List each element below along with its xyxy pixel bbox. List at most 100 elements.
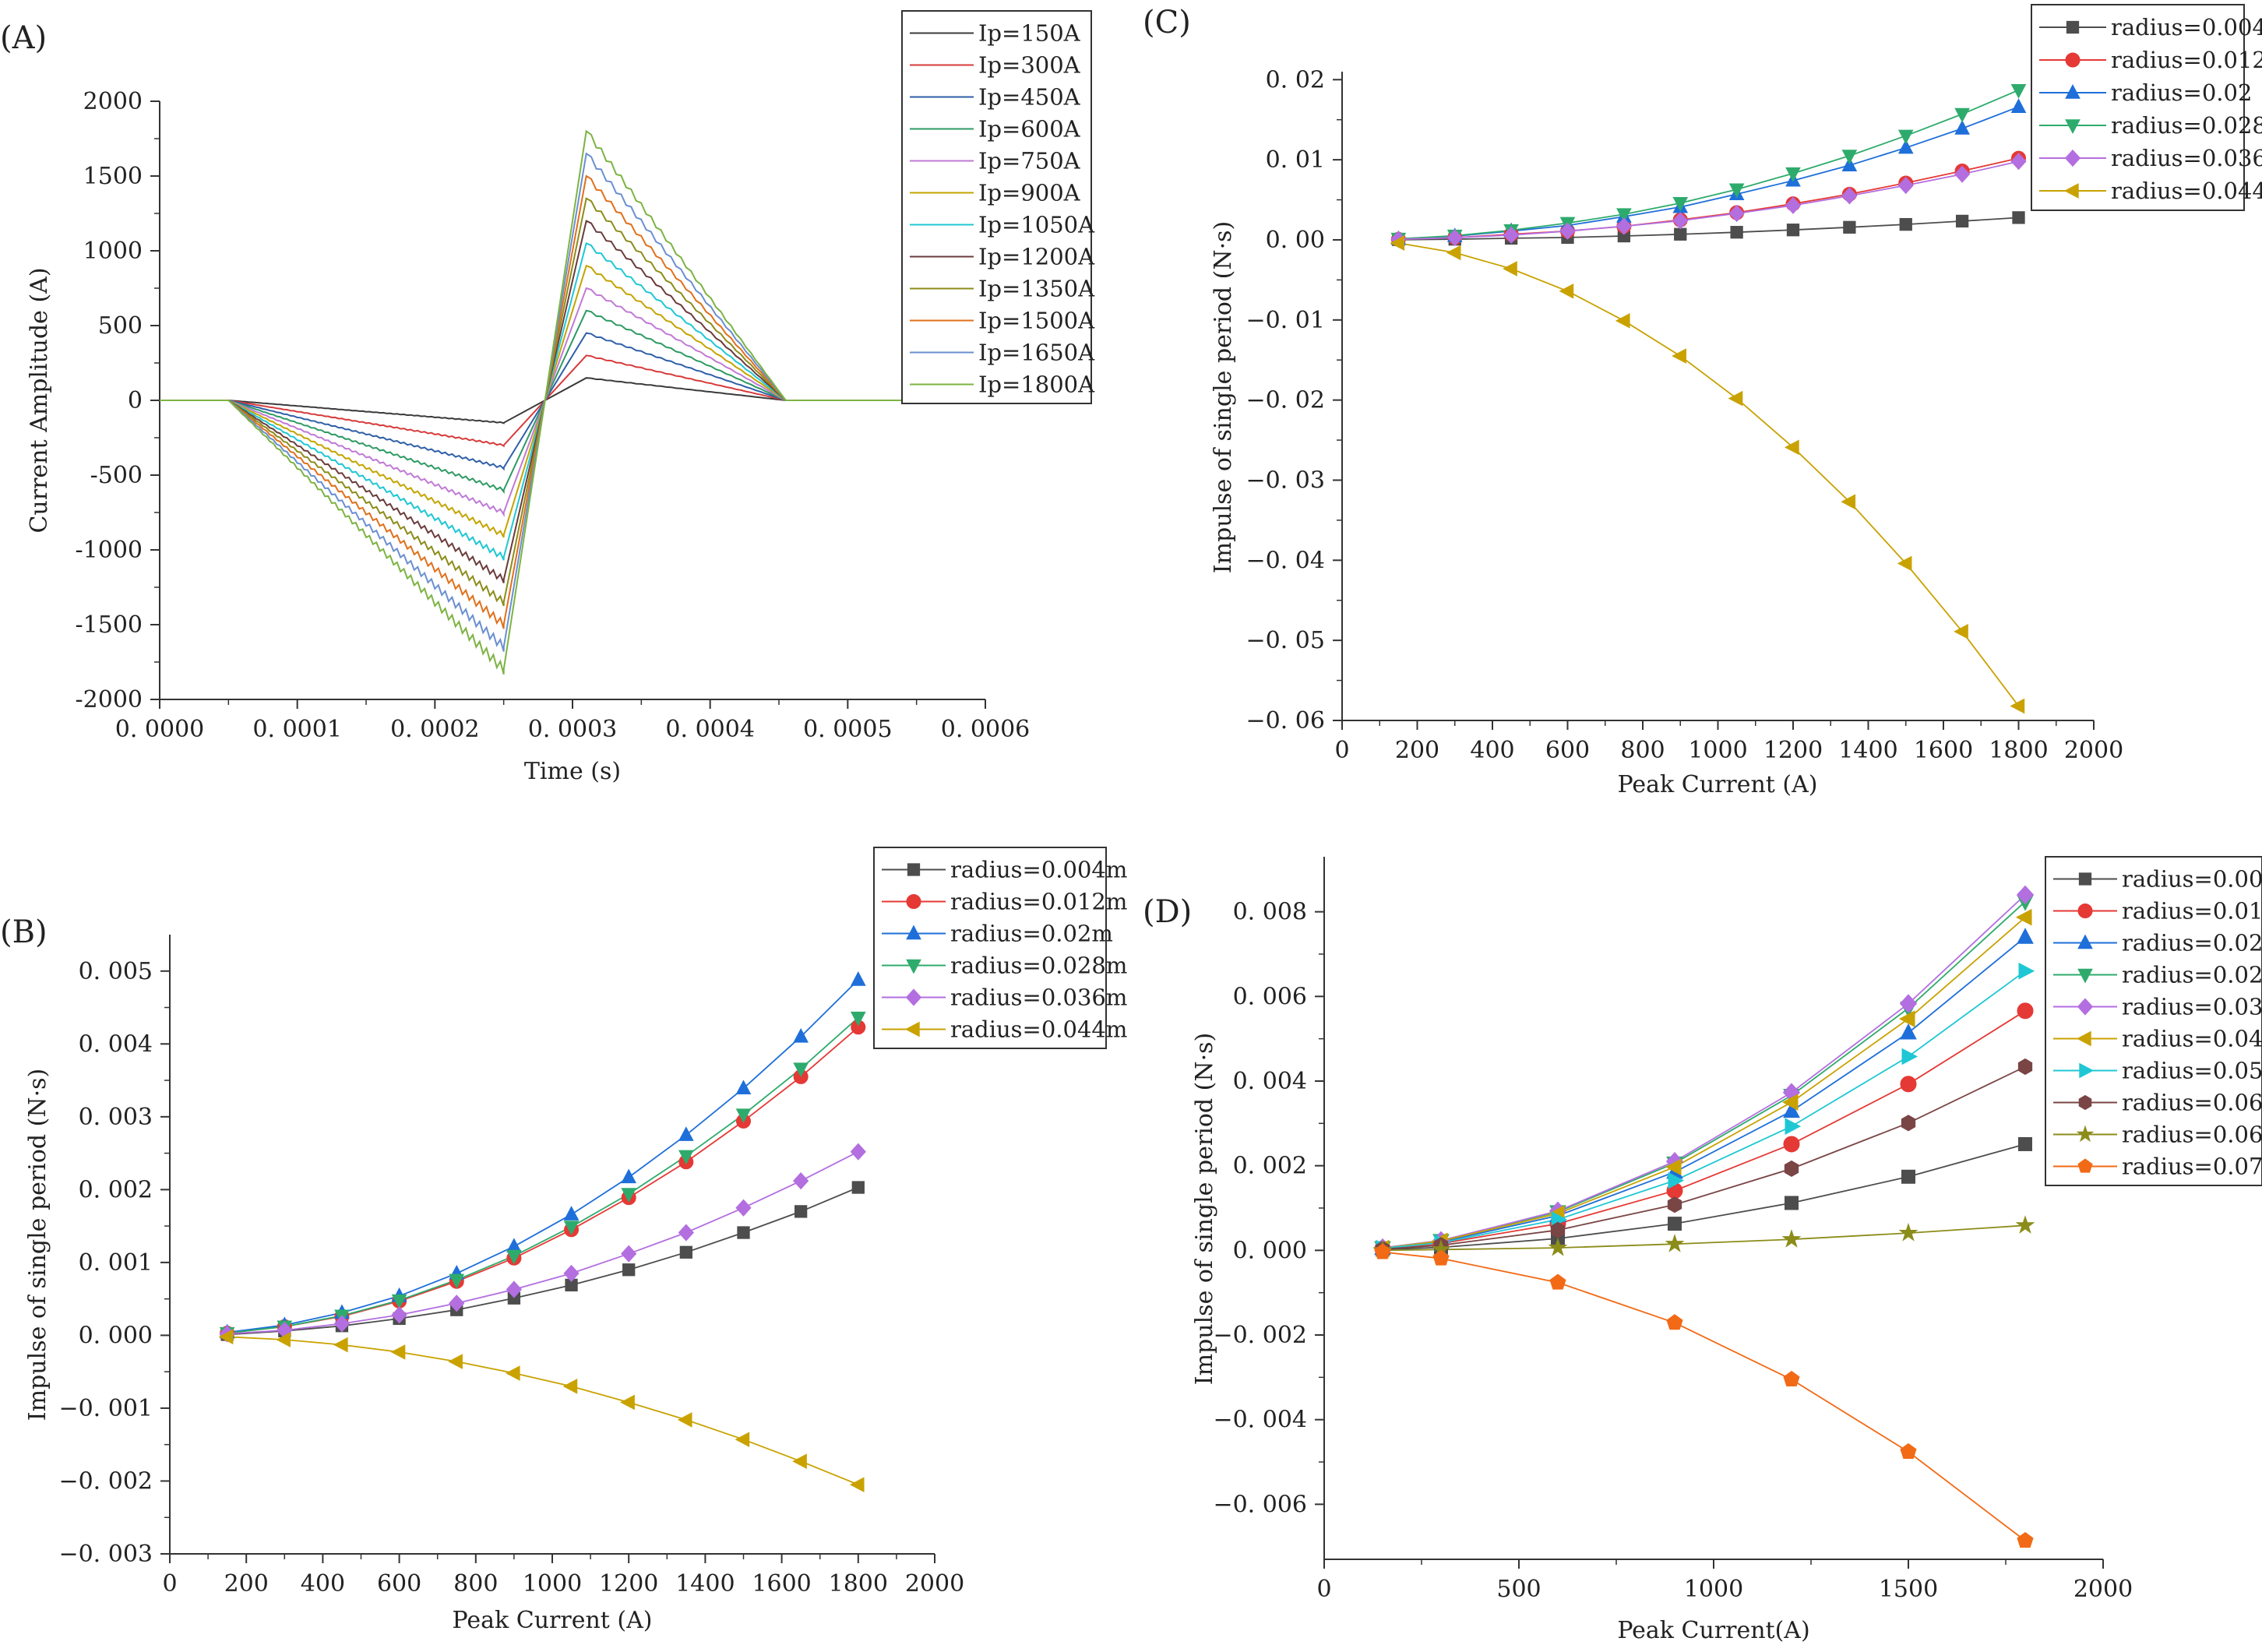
x-tick-label: 1000 (523, 1570, 582, 1597)
data-point-radius-0-004m (738, 1227, 749, 1238)
x-tick-label: 800 (1620, 737, 1665, 764)
data-point-radius-0-004 (2013, 212, 2024, 224)
x-tick-label: 1600 (1914, 737, 1973, 764)
panel-label: (C) (1143, 5, 1191, 41)
x-tick-label: 0 (1334, 737, 1349, 764)
legend-label-ip-1500a: Ip=1500A (978, 308, 1095, 334)
x-tick-label: 1800 (829, 1570, 888, 1597)
legend-label-radius-0-036: radius=0.036 (2111, 145, 2262, 171)
x-tick-label: 1600 (752, 1570, 811, 1597)
data-point-radius-0-06 (1785, 1161, 1798, 1176)
x-tick-label: 1200 (1763, 737, 1823, 764)
data-point-radius-0-06 (1551, 1222, 1564, 1238)
x-tick-label: 0. 0006 (941, 716, 1031, 743)
data-point-radius-0-004 (1731, 227, 1742, 238)
y-tick-label: 0. 004 (1233, 1068, 1307, 1095)
y-tick-label: 2000 (83, 88, 143, 115)
x-tick-label: 800 (453, 1570, 498, 1597)
x-tick-label: 0 (162, 1570, 177, 1597)
y-tick-label: −0. 02 (1246, 387, 1325, 414)
y-tick-label: 0. 002 (79, 1176, 153, 1203)
data-point-radius-0-004m (852, 1182, 864, 1193)
legend-label-ip-600a: Ip=600A (978, 116, 1081, 143)
data-point-radius-0-012 (1784, 1136, 1799, 1152)
x-axis-label: Peak Current (A) (1618, 771, 1818, 798)
x-tick-label: 0 (1316, 1576, 1331, 1603)
y-tick-label: −0. 001 (58, 1395, 153, 1422)
y-tick-label: 0. 000 (1233, 1237, 1307, 1264)
x-tick-label: 200 (1395, 737, 1439, 764)
legend-label-radius-0-068: radius=0.068 (2122, 1122, 2262, 1148)
y-axis-label: Current Amplitude (A) (26, 267, 53, 533)
y-tick-label: -500 (90, 462, 143, 489)
data-point-radius-0-004m (680, 1246, 692, 1258)
y-tick-label: 0. 00 (1266, 227, 1325, 254)
legend-marker-radius-0-012 (2078, 904, 2092, 918)
data-point-radius-0-004 (1668, 1217, 1682, 1231)
y-tick-label: 0. 003 (79, 1104, 153, 1131)
legend-label-ip-750a: Ip=750A (978, 148, 1081, 174)
panel-label: (D) (1143, 894, 1192, 930)
legend-label-radius-0-028: radius=0.028 (2122, 962, 2262, 988)
y-tick-label: 0. 01 (1266, 146, 1325, 174)
legend-marker-radius-0-004 (2066, 21, 2078, 33)
legend-label-radius-0-044m: radius=0.044m (950, 1016, 1127, 1043)
y-tick-label: 0 (128, 387, 143, 414)
legend-label-ip-900a: Ip=900A (978, 180, 1081, 206)
x-tick-label: 2000 (2074, 1576, 2133, 1603)
y-tick-label: −0. 01 (1246, 307, 1325, 334)
y-tick-label: -1000 (76, 537, 143, 564)
legend-label-radius-0-036m: radius=0.036m (950, 985, 1127, 1011)
data-point-radius-0-004m (623, 1264, 635, 1276)
data-point-radius-0-004 (1844, 221, 1855, 233)
x-tick-label: 0. 0002 (390, 716, 480, 743)
legend-marker-radius-0-004 (2079, 873, 2091, 885)
data-point-radius-0-004 (1785, 1196, 1799, 1210)
x-tick-label: 0. 0005 (803, 716, 893, 743)
legend-label-radius-0-052: radius=0.052 (2122, 1058, 2262, 1084)
legend-label-radius-0-028: radius=0.028 (2111, 112, 2262, 139)
legend-label-ip-1350a: Ip=1350A (978, 276, 1095, 302)
x-tick-label: 2000 (905, 1570, 964, 1597)
y-tick-label: 0. 006 (1233, 983, 1307, 1010)
data-point-radius-0-004 (1675, 228, 1686, 240)
y-tick-label: −0. 04 (1246, 547, 1325, 574)
data-point-radius-0-004 (1900, 218, 1911, 230)
legend-label-radius-0-012: radius=0.012 (2111, 47, 2262, 73)
legend-label-radius-0-012: radius=0.012 (2122, 898, 2262, 925)
legend-marker-radius-0-012 (2066, 53, 2080, 67)
data-point-radius-0-004m (795, 1206, 807, 1217)
legend-label-ip-1050a: Ip=1050A (978, 212, 1095, 238)
x-tick-label: 2000 (2064, 737, 2123, 764)
x-tick-label: 0. 0000 (115, 716, 205, 743)
data-point-radius-0-06 (1901, 1115, 1915, 1131)
legend-label-radius-0-044: radius=0.044 (2111, 178, 2262, 204)
x-tick-label: 1800 (1989, 737, 2048, 764)
x-tick-label: 400 (301, 1570, 345, 1597)
x-axis-label: Time (s) (524, 758, 621, 785)
legend-label-radius-0-020: radius=0.020 (2122, 930, 2262, 956)
x-axis-label: Peak Current(A) (1617, 1617, 1809, 1644)
y-tick-label: −0. 002 (1213, 1322, 1307, 1349)
x-tick-label: 1000 (1688, 737, 1747, 764)
y-tick-label: −0. 05 (1246, 627, 1325, 654)
y-tick-label: −0. 006 (1213, 1491, 1307, 1518)
y-tick-label: -1500 (76, 611, 143, 639)
y-tick-label: 500 (98, 312, 143, 340)
x-axis-label: Peak Current (A) (453, 1607, 653, 1634)
legend-marker-radius-0-06 (2079, 1096, 2091, 1110)
figure-background (0, 0, 2262, 1652)
legend-label-ip-1200a: Ip=1200A (978, 244, 1095, 270)
x-tick-label: 500 (1496, 1576, 1541, 1603)
data-point-radius-0-004 (2019, 1137, 2032, 1150)
legend-label-ip-300a: Ip=300A (978, 52, 1081, 79)
figure-canvas: 0. 0000 0. 0001 0. 0002 0. 0003 0. 0004 0. 00… (0, 0, 2262, 1652)
legend-label-radius-0-036: radius=0.036 (2122, 994, 2262, 1020)
legend-label-radius-0-044: radius=0.044 (2122, 1026, 2262, 1052)
x-tick-label: 1000 (1684, 1576, 1743, 1603)
legend-label-radius-0-004: radius=0.004 (2111, 14, 2262, 41)
y-tick-label: −0. 004 (1213, 1407, 1307, 1434)
legend-label-radius-0-028m: radius=0.028m (950, 953, 1127, 979)
x-tick-label: 1500 (1879, 1576, 1938, 1603)
legend-label-ip-1650a: Ip=1650A (978, 340, 1095, 366)
